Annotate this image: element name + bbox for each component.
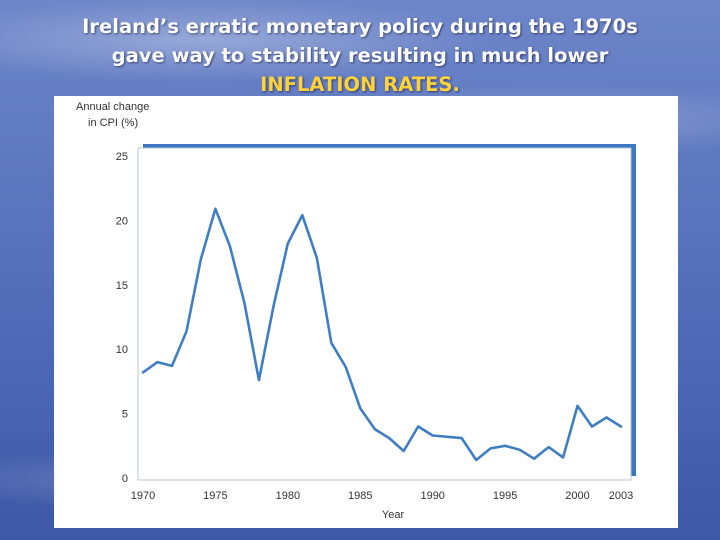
x-tick-label: 1980 [276,490,300,502]
data-point [200,258,202,260]
x-tick-label: 1995 [493,490,517,502]
data-point [402,450,405,452]
x-tick-label: 1970 [131,490,155,502]
y-tick-label: 25 [116,151,128,163]
data-point [489,447,492,450]
title-line-1: Ireland’s erratic monetary policy during… [82,15,638,38]
data-point [591,425,593,428]
x-tick-label: 1990 [420,490,444,502]
data-point [142,371,144,374]
y-axis-ticks: 0 5 10 15 20 25 [116,151,128,485]
data-point [214,208,217,210]
x-axis-title: Year [382,509,405,521]
data-point [258,379,260,381]
data-point [374,428,376,430]
inflation-chart: Annual change in CPI (%) Year 0 5 10 15 20 25… [54,96,678,528]
y-tick-label: 5 [122,409,128,421]
y-tick-label: 20 [116,215,128,227]
y-tick-label: 0 [122,473,128,485]
data-point [417,425,420,428]
cpi-inflation-line [141,207,623,462]
x-axis-ticks: 1970 1975 1980 1985 1990 1995 2000 2003 [131,490,633,502]
data-point [345,366,347,369]
data-point [431,434,434,437]
data-point [475,459,478,461]
data-point [301,214,304,216]
chart-svg: Annual change in CPI (%) Year 0 5 10 15 20 25… [76,101,636,521]
data-point [229,245,231,247]
x-tick-label: 1975 [203,490,227,502]
plot-area [137,147,632,481]
data-point [518,448,521,451]
y-axis-title-line-1: Annual change [76,101,149,113]
data-point [504,445,506,447]
title-line-2: gave way to stability resulting in much … [111,44,609,67]
data-point [533,457,535,460]
data-point [243,302,246,304]
data-point [446,436,449,438]
data-point [171,365,173,367]
data-point [388,437,391,439]
x-tick-label: 2003 [609,490,633,502]
slide-title: Ireland’s erratic monetary policy during… [20,12,700,99]
title-line-3-inflation-rates: INFLATION RATES. [260,73,460,96]
data-point [547,446,550,448]
data-point [185,330,188,332]
x-tick-label: 1985 [348,490,372,502]
data-point [359,407,362,410]
data-point [620,425,622,428]
data-point [576,405,579,407]
x-tick-label: 2000 [565,490,589,502]
data-point [272,305,275,308]
data-point [562,456,564,459]
y-axis-title-line-2: in CPI (%) [88,117,138,129]
data-point [330,342,333,344]
data-point [460,437,463,439]
data-point [156,361,159,363]
y-tick-label: 10 [116,344,128,356]
data-point [287,242,289,245]
data-point [316,257,318,259]
y-tick-label: 15 [116,280,128,292]
series-group [141,207,623,462]
data-point [605,416,608,419]
